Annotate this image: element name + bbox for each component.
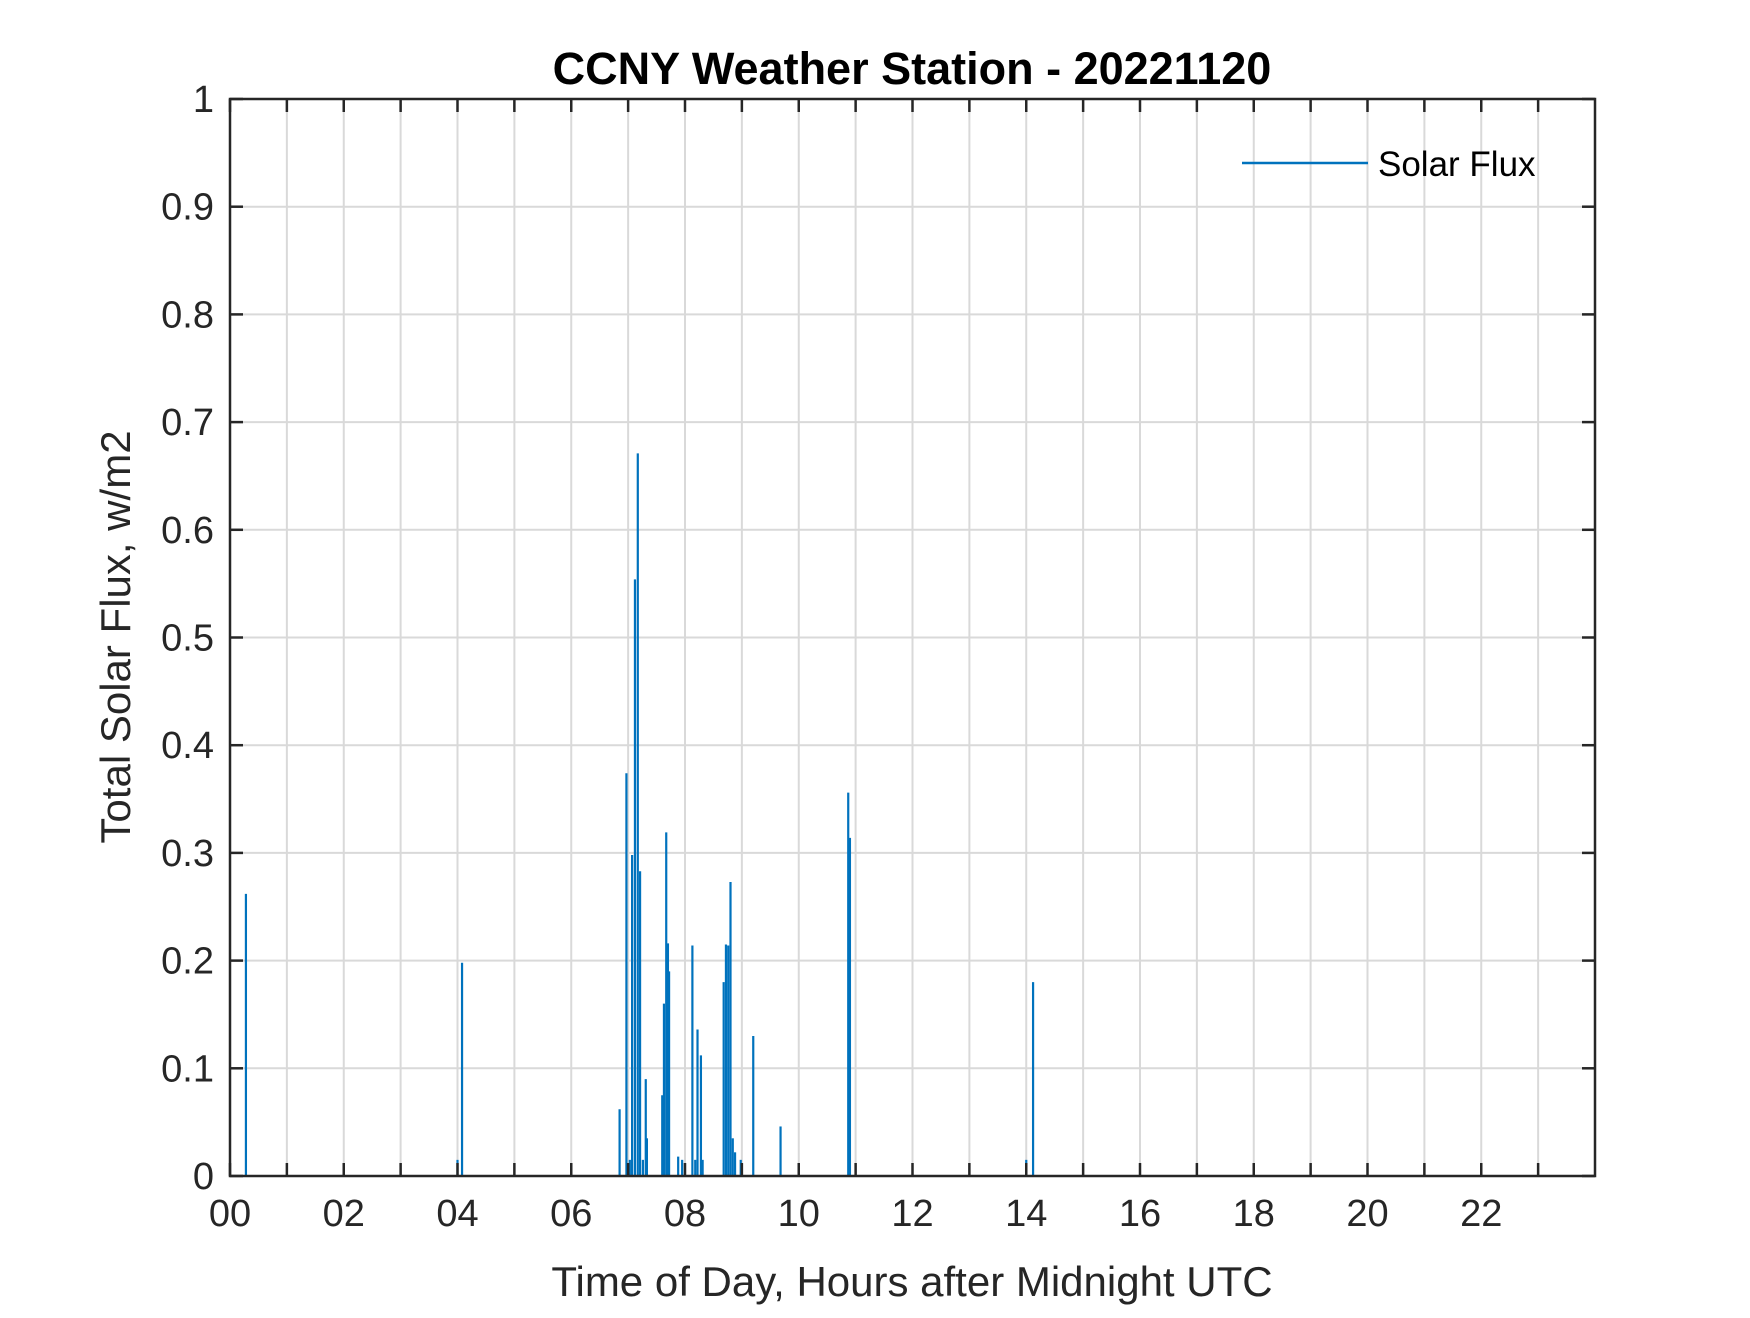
y-tick-label: 0.9 xyxy=(161,187,214,229)
x-tick-label: 22 xyxy=(1460,1193,1502,1235)
y-tick-label: 1 xyxy=(193,79,214,121)
y-tick-label: 0.2 xyxy=(161,941,214,983)
legend-entry-solar-flux: Solar Flux xyxy=(1378,145,1536,184)
y-tick-label: 0.1 xyxy=(161,1048,214,1090)
axis-ticks xyxy=(228,97,1595,1178)
y-tick-label: 0.6 xyxy=(161,510,214,552)
legend: Solar Flux xyxy=(1242,145,1536,184)
y-tick-label: 0.8 xyxy=(161,294,214,336)
x-axis-label: Time of Day, Hours after Midnight UTC xyxy=(551,1258,1272,1305)
y-tick-label: 0.7 xyxy=(161,402,214,444)
y-tick-label: 0.5 xyxy=(161,618,214,660)
x-tick-label: 00 xyxy=(209,1193,251,1235)
y-tick-label: 0 xyxy=(193,1156,214,1198)
x-tick-label: 04 xyxy=(436,1193,478,1235)
x-tick-label: 06 xyxy=(550,1193,592,1235)
chart-title: CCNY Weather Station - 20221120 xyxy=(553,43,1272,94)
x-tick-label: 02 xyxy=(323,1193,365,1235)
y-tick-label: 0.4 xyxy=(161,725,214,767)
y-axis-label: Total Solar Flux, w/m2 xyxy=(92,430,139,843)
grid xyxy=(230,99,1595,1176)
x-tick-label: 16 xyxy=(1119,1193,1161,1235)
tick-labels: 0 0.1 0.2 0.3 0.4 0.5 0.6 0.7 0.8 0.9 1 00 02 04 06 08 1… xyxy=(161,79,1502,1235)
x-tick-label: 10 xyxy=(778,1193,820,1235)
x-tick-label: 12 xyxy=(891,1193,933,1235)
x-tick-label: 08 xyxy=(664,1193,706,1235)
x-tick-label: 20 xyxy=(1346,1193,1388,1235)
x-tick-label: 14 xyxy=(1005,1193,1047,1235)
y-tick-label: 0.3 xyxy=(161,833,214,875)
x-tick-label: 18 xyxy=(1233,1193,1275,1235)
